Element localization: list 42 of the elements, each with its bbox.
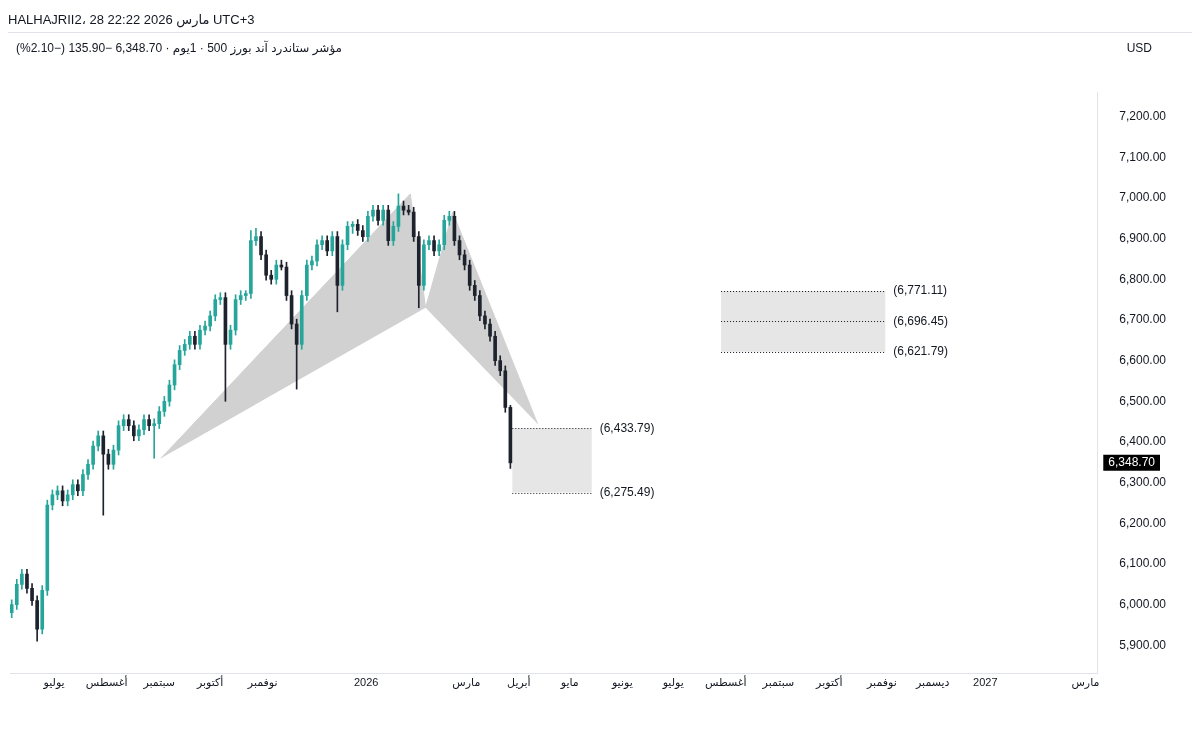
x-tick-label: نوفمبر	[865, 676, 897, 690]
x-tick-label: سبتمبر	[761, 676, 795, 690]
y-tick-label: 6,000.00	[1119, 596, 1167, 611]
x-tick-label: 2026	[353, 676, 379, 689]
y-tick-label: 6,700.00	[1119, 312, 1167, 327]
x-tick-label: 2027	[973, 676, 998, 689]
x-tick-label: سبتمبر	[142, 676, 176, 690]
x-tick-label: مارس	[452, 676, 481, 690]
y-tick-label: 6,600.00	[1119, 352, 1167, 367]
x-tick-label: أكتوبر	[815, 675, 843, 690]
y-tick-label: 6,800.00	[1119, 271, 1167, 286]
y-axis-title: USD	[1126, 41, 1153, 55]
y-tick-label: 6,100.00	[1119, 556, 1167, 571]
candlestick	[101, 430, 106, 516]
ref-line-label: (6,696.45)	[893, 313, 948, 328]
ref-line-label: (6,275.49)	[599, 484, 655, 499]
x-tick-label: أغسطس	[704, 675, 747, 690]
x-tick-label: يوليو	[42, 676, 65, 690]
y-tick-label: 7,100.00	[1119, 149, 1167, 164]
x-tick-label: أكتوبر	[195, 675, 224, 690]
y-tick-label: 6,400.00	[1119, 434, 1167, 449]
ref-line-label: (6,621.79)	[893, 344, 948, 359]
y-tick-label: 5,900.00	[1119, 637, 1167, 652]
x-tick-label: مارس	[1071, 676, 1100, 690]
y-tick-label: 6,300.00	[1119, 474, 1167, 489]
x-tick-label: يونيو	[610, 676, 633, 690]
y-tick-label: 6,900.00	[1119, 230, 1167, 245]
x-tick-label: أبريل	[507, 675, 531, 690]
y-tick-label: 6,200.00	[1119, 515, 1167, 530]
ref-line-label: (6,771.11)	[893, 283, 948, 298]
chart-subtitle: HALHAJRII2، 28 مارس 2026 22:22 UTC+3	[8, 8, 1192, 33]
x-tick-label: ديسمبر	[914, 676, 950, 690]
chart-title: مؤشر ستاندرد آند بورز 500 · 1يوم · 6,348.70 −135.90 (−2.10%)	[15, 41, 343, 55]
x-tick-label: نوفمبر	[246, 676, 278, 690]
y-tick-label: 6,500.00	[1119, 393, 1167, 408]
y-tick-label: 7,000.00	[1119, 190, 1167, 205]
text: 6,348.70	[1108, 455, 1156, 470]
y-tick-label: 7,200.00	[1119, 108, 1167, 123]
x-tick-label: أغسطس	[85, 675, 128, 690]
x-tick-label: يوليو	[661, 676, 684, 690]
x-tick-label: مايو	[559, 676, 579, 690]
ref-line-label: (6,433.79)	[599, 420, 655, 435]
